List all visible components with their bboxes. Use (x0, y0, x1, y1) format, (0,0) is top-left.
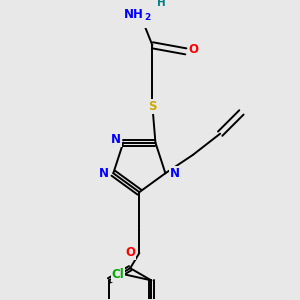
Text: H: H (157, 0, 166, 8)
Text: N: N (99, 167, 109, 180)
Text: O: O (188, 43, 199, 56)
Text: 2: 2 (145, 14, 151, 22)
Text: S: S (148, 100, 157, 112)
Text: O: O (125, 247, 135, 260)
Text: N: N (169, 167, 179, 180)
Text: Cl: Cl (112, 268, 124, 281)
Text: NH: NH (124, 8, 144, 21)
Text: N: N (111, 133, 121, 146)
